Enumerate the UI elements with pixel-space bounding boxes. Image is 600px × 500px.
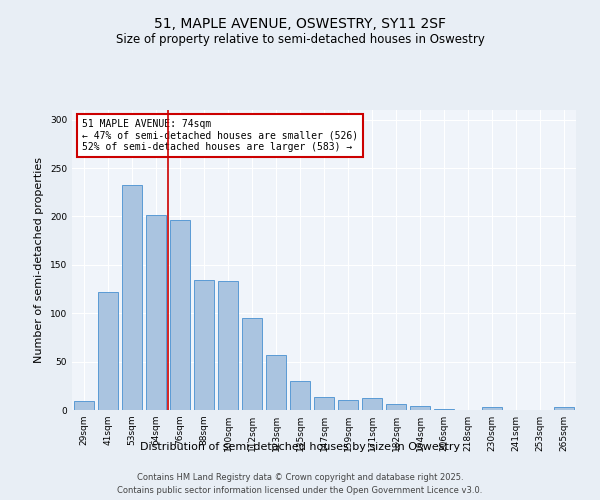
Bar [386, 404, 406, 410]
Bar [410, 406, 430, 410]
Text: Size of property relative to semi-detached houses in Oswestry: Size of property relative to semi-detach… [116, 32, 484, 46]
Bar [554, 407, 574, 410]
Bar [314, 398, 334, 410]
Bar [74, 402, 94, 410]
Bar [170, 220, 190, 410]
Bar [362, 398, 382, 410]
Text: Contains HM Land Registry data © Crown copyright and database right 2025.
Contai: Contains HM Land Registry data © Crown c… [118, 474, 482, 495]
Text: 51, MAPLE AVENUE, OSWESTRY, SY11 2SF: 51, MAPLE AVENUE, OSWESTRY, SY11 2SF [154, 18, 446, 32]
Text: 51 MAPLE AVENUE: 74sqm
← 47% of semi-detached houses are smaller (526)
52% of se: 51 MAPLE AVENUE: 74sqm ← 47% of semi-det… [82, 119, 358, 152]
Bar [146, 214, 166, 410]
Bar [98, 292, 118, 410]
Bar [218, 282, 238, 410]
Bar [242, 318, 262, 410]
Y-axis label: Number of semi-detached properties: Number of semi-detached properties [34, 157, 44, 363]
Bar [122, 184, 142, 410]
Bar [434, 409, 454, 410]
Text: Distribution of semi-detached houses by size in Oswestry: Distribution of semi-detached houses by … [140, 442, 460, 452]
Bar [266, 355, 286, 410]
Bar [482, 407, 502, 410]
Bar [290, 381, 310, 410]
Bar [338, 400, 358, 410]
Bar [194, 280, 214, 410]
